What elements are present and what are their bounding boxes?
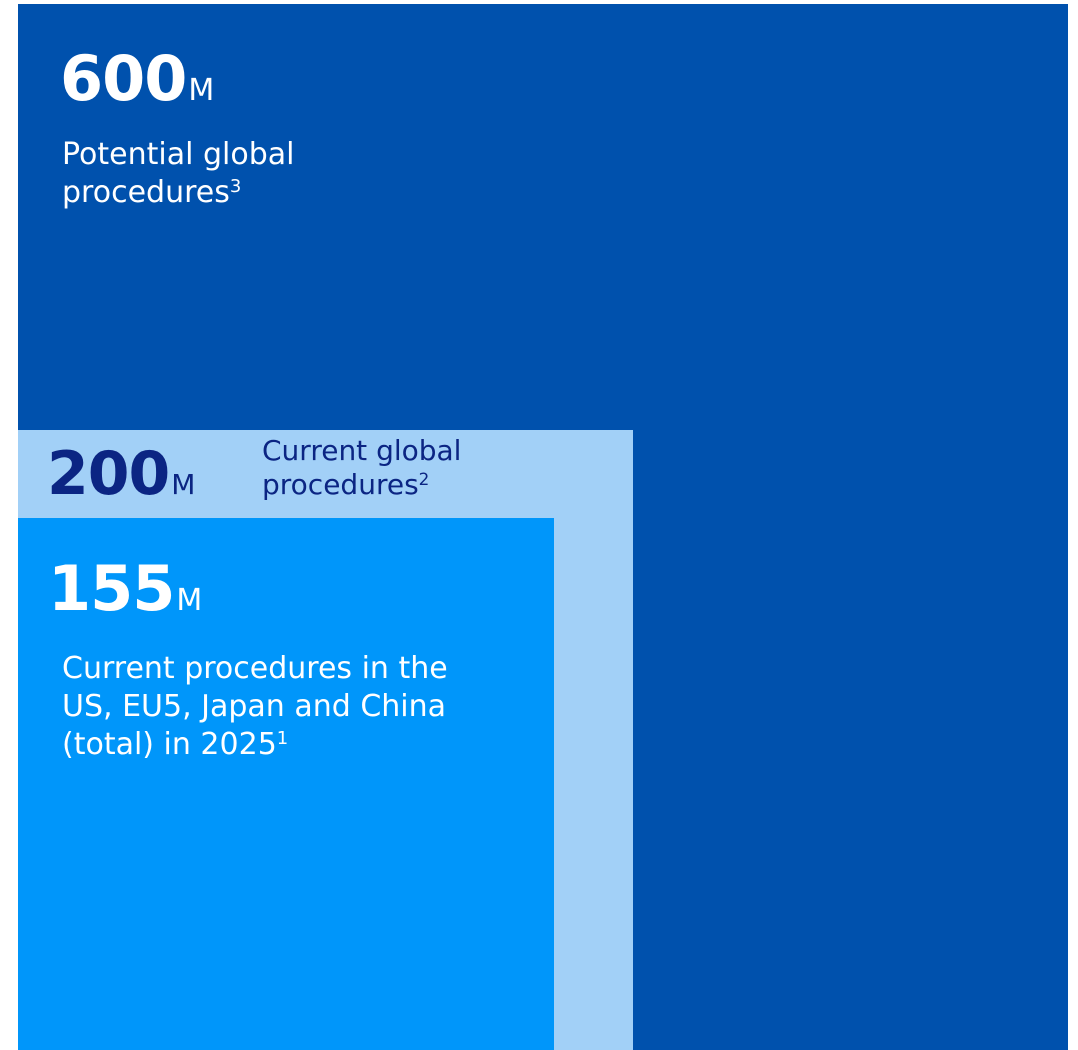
footnote-marker: 1 [276,728,289,750]
current-procedures-region-value: 155M [48,558,202,620]
label-line: procedures [262,468,419,501]
current-procedures-us-eu5-japan-china-area [18,518,554,1050]
current-global-procedures-label: Current global procedures2 [262,434,592,502]
potential-global-procedures-label: Potential global procedures3 [62,136,482,212]
label-line: Current procedures in the [62,651,448,686]
label-line: procedures [62,175,230,210]
potential-global-procedures-value: 600M [60,48,214,110]
footnote-marker: 3 [229,176,242,198]
footnote-marker: 2 [418,468,430,489]
label-line: Potential global [62,137,295,172]
value-unit: M [171,468,196,501]
current-procedures-region-label: Current procedures in the US, EU5, Japan… [62,650,532,764]
value-number: 200 [47,439,170,509]
value-unit: M [176,583,203,618]
value-unit: M [188,73,215,108]
label-line: Current global [262,434,462,467]
label-line: US, EU5, Japan and China [62,689,447,724]
value-number: 600 [60,42,187,115]
value-number: 155 [48,552,175,625]
current-global-procedures-value: 200M [47,444,195,504]
label-line: (total) in 2025 [62,727,277,762]
